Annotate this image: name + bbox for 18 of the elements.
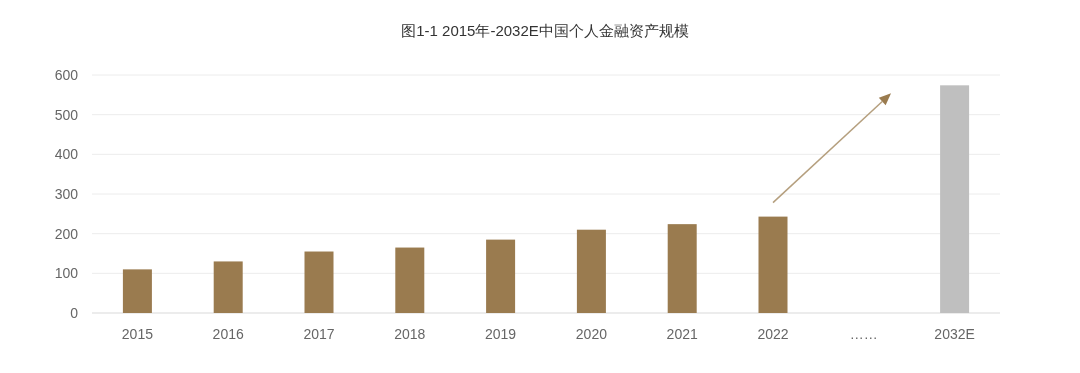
x-tick-label: 2022: [757, 326, 789, 342]
y-tick-label: 100: [54, 265, 79, 282]
y-tick-label: 0: [70, 305, 79, 321]
y-tick-label: 300: [54, 186, 79, 202]
y-tick-label: 400: [54, 146, 79, 163]
x-tick-label: 2016: [212, 326, 244, 342]
title: 图1-1 2015年-2032E中国个人金融资产规模: [401, 22, 689, 39]
x-tick-label: 2021: [666, 326, 698, 342]
x-tick-label: 2032E: [934, 326, 975, 342]
x-tick-label: 2020: [575, 326, 608, 342]
y-tick-label: 200: [54, 225, 79, 242]
x-tick-label: 2019: [485, 326, 517, 342]
x-tick-label: ……: [849, 326, 878, 342]
x-tick-label: 2017: [303, 326, 335, 342]
x-tick-label: 2015: [121, 326, 154, 342]
y-tick-label: 600: [54, 67, 79, 83]
x-tick-label: 2018: [394, 326, 426, 342]
y-tick-label: 500: [54, 106, 79, 123]
